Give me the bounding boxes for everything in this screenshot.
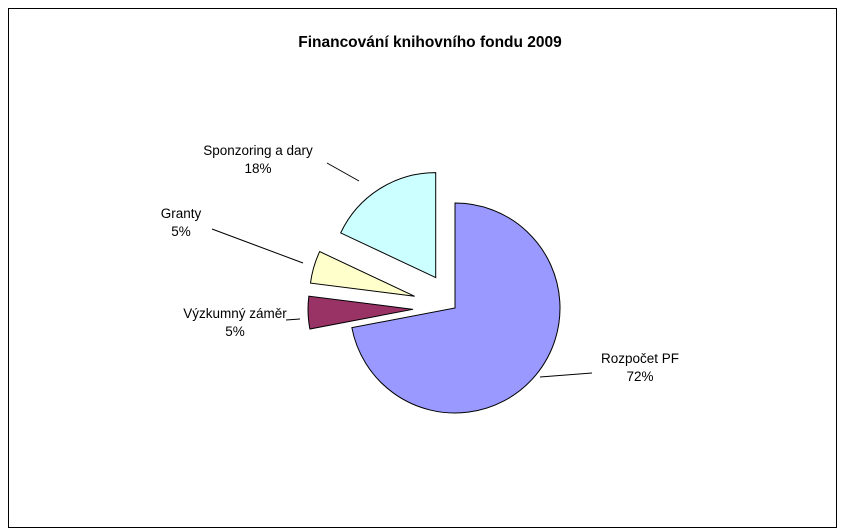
leader-line-sponzoring-a-dary [326,162,360,182]
pie-slices [307,172,561,414]
slice-value-granty: 5% [171,224,191,239]
slice-label-granty: Granty [161,206,202,221]
slice-value-rozpocet-pf: 72% [626,369,653,384]
slice-label-vyzkumny-zamer: Výzkumný záměr [183,306,287,321]
pie-chart: Financování knihovního fondu 2009 Rozpoč… [161,34,679,414]
slice-label-sponzoring-a-dary: Sponzoring a dary [203,143,313,158]
chart-title: Financování knihovního fondu 2009 [298,34,562,51]
pie-slice-rozpocet-pf [351,202,561,414]
leader-line-granty [211,228,304,264]
pie-slice-sponzoring-a-dary [340,172,437,279]
leader-lines [211,162,593,378]
leader-line-vyzkumny-zamer [285,318,301,321]
slice-labels: Rozpočet PF 72% Výzkumný záměr 5% Granty 5% Sp… [161,143,679,384]
slice-value-sponzoring-a-dary: 18% [244,161,271,176]
leader-line-rozpocet-pf [539,372,593,378]
slice-value-vyzkumny-zamer: 5% [225,324,245,339]
pie-slice-granty [309,250,415,297]
slice-label-rozpocet-pf: Rozpočet PF [601,351,679,366]
pie-slice-vyzkumny-zamer [307,295,414,330]
